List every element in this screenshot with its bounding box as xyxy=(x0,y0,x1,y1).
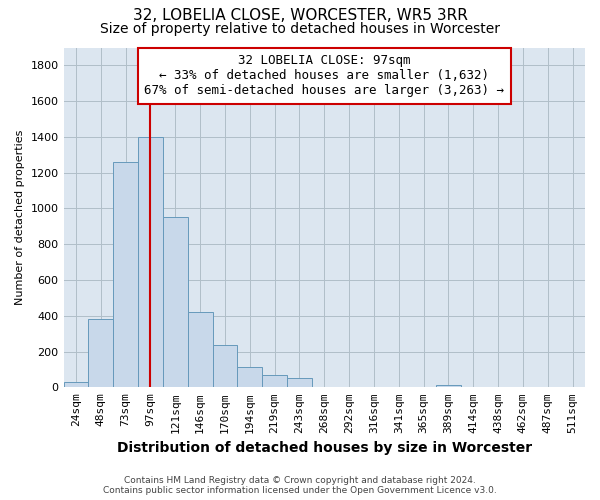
Bar xyxy=(113,162,138,388)
Bar xyxy=(238,366,262,388)
Bar xyxy=(64,382,88,388)
Bar xyxy=(262,375,287,388)
Y-axis label: Number of detached properties: Number of detached properties xyxy=(15,130,25,305)
Bar xyxy=(287,378,312,388)
Text: Contains HM Land Registry data © Crown copyright and database right 2024.
Contai: Contains HM Land Registry data © Crown c… xyxy=(103,476,497,495)
Bar xyxy=(212,346,238,388)
Bar xyxy=(88,320,113,388)
Bar xyxy=(138,137,163,388)
Bar xyxy=(188,312,212,388)
Bar xyxy=(163,218,188,388)
Bar xyxy=(436,384,461,388)
X-axis label: Distribution of detached houses by size in Worcester: Distribution of detached houses by size … xyxy=(117,441,532,455)
Text: 32 LOBELIA CLOSE: 97sqm
← 33% of detached houses are smaller (1,632)
67% of semi: 32 LOBELIA CLOSE: 97sqm ← 33% of detache… xyxy=(144,54,504,98)
Text: 32, LOBELIA CLOSE, WORCESTER, WR5 3RR: 32, LOBELIA CLOSE, WORCESTER, WR5 3RR xyxy=(133,8,467,22)
Text: Size of property relative to detached houses in Worcester: Size of property relative to detached ho… xyxy=(100,22,500,36)
